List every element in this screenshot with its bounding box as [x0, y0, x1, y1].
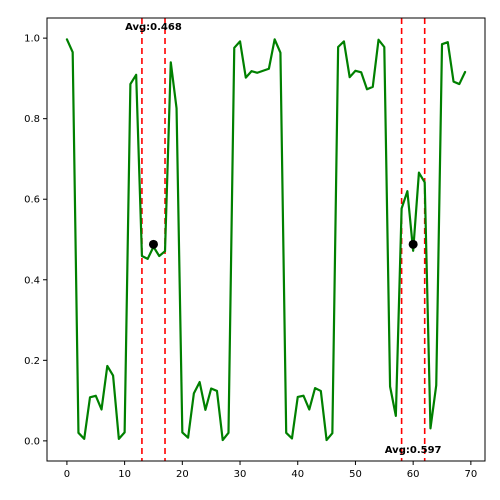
y-tick-label-1: 0.2 — [24, 356, 40, 367]
x-tick-label-2: 20 — [176, 469, 189, 480]
x-tick-label-5: 50 — [349, 469, 362, 480]
x-tick-label-1: 10 — [118, 469, 131, 480]
x-tick-label-7: 70 — [464, 469, 477, 480]
x-tick-label-3: 30 — [234, 469, 247, 480]
y-tick-label-2: 0.4 — [24, 275, 40, 286]
y-tick-label-4: 0.8 — [24, 114, 40, 125]
y-tick-label-5: 1.0 — [24, 34, 40, 45]
annotations: Avg:0.468 Avg:0.597 — [125, 22, 441, 456]
average-annotation-1: Avg:0.597 — [385, 445, 442, 456]
y-tick-label-0: 0.0 — [24, 436, 40, 447]
plot-frame — [46, 17, 486, 462]
average-annotation-0: Avg:0.468 — [125, 22, 182, 33]
average-marker-1 — [408, 239, 418, 249]
series-layer — [65, 38, 467, 442]
x-tick-label-4: 40 — [291, 469, 304, 480]
x-tick-label-0: 0 — [64, 469, 70, 480]
x-axis: 0 10 20 30 40 50 60 70 — [64, 461, 477, 480]
series-line-0 — [65, 38, 467, 442]
y-axis: 0.0 0.2 0.4 0.6 0.8 1.0 — [24, 34, 47, 447]
x-tick-label-6: 60 — [407, 469, 420, 480]
average-marker-0 — [148, 239, 158, 249]
average-markers — [148, 239, 418, 249]
y-tick-label-3: 0.6 — [24, 195, 40, 206]
